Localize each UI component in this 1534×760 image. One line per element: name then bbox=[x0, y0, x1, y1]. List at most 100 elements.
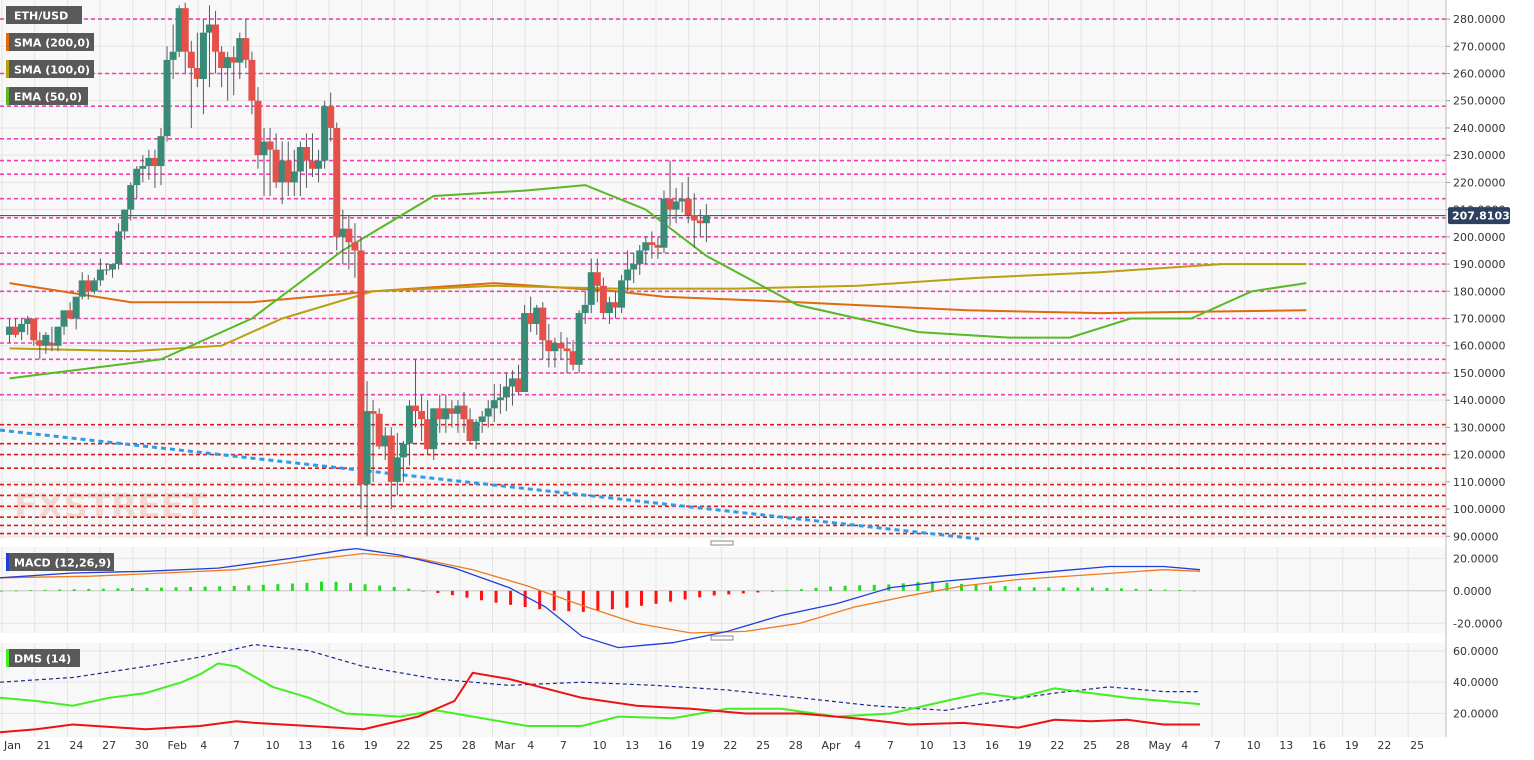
x-tick-label: 7 bbox=[887, 739, 894, 752]
candle-bullish bbox=[163, 59, 171, 137]
candle-bearish bbox=[187, 51, 195, 69]
macd-histogram-bar-positive bbox=[1047, 587, 1051, 591]
macd-histogram-bar-positive bbox=[160, 587, 163, 591]
sma100-label-bg[interactable] bbox=[6, 60, 94, 78]
candle-bullish bbox=[109, 264, 117, 270]
macd-histogram-bar-negative bbox=[669, 590, 673, 602]
descending-trend-line bbox=[0, 428, 980, 541]
symbol-label: ETH/USD bbox=[14, 10, 68, 23]
candle-bullish bbox=[127, 185, 135, 210]
candle-bullish bbox=[478, 416, 486, 422]
ema50-label-bg[interactable] bbox=[6, 87, 88, 105]
candle-bullish bbox=[60, 310, 68, 327]
macd-histogram-bar-positive bbox=[101, 588, 105, 591]
candle-bearish bbox=[327, 106, 335, 128]
candle-bearish bbox=[545, 340, 553, 352]
candle-bullish bbox=[42, 334, 50, 346]
macd-histogram-bar-positive bbox=[421, 590, 425, 592]
x-tick-label: 16 bbox=[1312, 739, 1326, 752]
macd-histogram-bar-positive bbox=[290, 583, 294, 591]
candle-bullish bbox=[18, 323, 26, 333]
candle-bearish bbox=[254, 100, 262, 156]
macd-histogram-bar-negative bbox=[610, 590, 614, 610]
candle-bearish bbox=[412, 405, 420, 412]
macd-histogram-bar-positive bbox=[116, 588, 120, 591]
x-tick-label: Jan bbox=[3, 739, 21, 752]
sma200-swatch bbox=[6, 33, 9, 51]
macd-histogram-bar-positive bbox=[1105, 587, 1109, 591]
x-tick-label: Feb bbox=[168, 739, 187, 752]
price-tick-label: 170.0000 bbox=[1453, 313, 1506, 326]
sma100-line bbox=[9, 263, 1307, 353]
candle-bullish bbox=[660, 198, 668, 248]
macd-label-bg[interactable] bbox=[6, 553, 114, 571]
candle-bearish bbox=[436, 408, 444, 420]
candle-bearish bbox=[151, 157, 159, 167]
candle-bearish bbox=[272, 149, 280, 183]
price-tick-label: 110.0000 bbox=[1453, 476, 1506, 489]
x-tick-label: 22 bbox=[723, 739, 737, 752]
price-tick-label: 230.0000 bbox=[1453, 149, 1506, 162]
x-tick-label: Mar bbox=[495, 739, 516, 752]
candle-bullish bbox=[575, 313, 583, 365]
macd-histogram-bar-positive bbox=[145, 587, 149, 591]
x-tick-label: Apr bbox=[822, 739, 842, 752]
sma200-label-bg[interactable] bbox=[6, 33, 94, 51]
macd-histogram-bar-positive bbox=[814, 587, 818, 591]
macd-histogram-bar-positive bbox=[320, 581, 323, 591]
candle-bullish bbox=[96, 269, 104, 281]
price-tick-label: 100.0000 bbox=[1453, 503, 1506, 516]
macd-histogram-bar-negative bbox=[494, 590, 498, 603]
macd-histogram-bar-negative bbox=[625, 590, 629, 608]
adx-line bbox=[0, 643, 1200, 712]
candle-bullish bbox=[54, 326, 62, 346]
pane-resize-handle-dms[interactable] bbox=[710, 635, 734, 641]
candle-bullish bbox=[145, 157, 153, 167]
x-tick-label: 10 bbox=[266, 739, 280, 752]
candle-bearish bbox=[218, 51, 226, 69]
x-tick-label: 4 bbox=[527, 739, 534, 752]
candle-bullish bbox=[508, 378, 516, 387]
price-tick-label: 250.0000 bbox=[1453, 95, 1506, 108]
dms-label-bg[interactable] bbox=[6, 649, 80, 667]
price-tick-label: 140.0000 bbox=[1453, 394, 1506, 407]
candle-bullish bbox=[24, 318, 32, 324]
x-tick-label: 13 bbox=[952, 739, 966, 752]
x-tick-label: 22 bbox=[396, 739, 410, 752]
macd-histogram-bar-negative bbox=[712, 590, 716, 596]
candle-bullish bbox=[496, 397, 504, 401]
candle-bullish bbox=[672, 201, 680, 210]
macd-histogram-bar-positive bbox=[960, 583, 963, 591]
candle-bearish bbox=[36, 340, 44, 346]
x-tick-label: 7 bbox=[233, 739, 240, 752]
candle-bullish bbox=[630, 264, 638, 270]
di-minus-line bbox=[0, 671, 1200, 734]
candle-bullish bbox=[290, 171, 298, 183]
dms-tick-label: 40.0000 bbox=[1453, 676, 1499, 689]
pane-resize-handle-macd[interactable] bbox=[710, 540, 734, 546]
macd-histogram-bar-positive bbox=[218, 586, 222, 591]
candle-bullish bbox=[236, 38, 244, 63]
x-tick-label: 19 bbox=[691, 739, 705, 752]
macd-histogram-bar-positive bbox=[916, 582, 920, 591]
candle-bearish bbox=[466, 419, 474, 441]
macd-histogram-bar-positive bbox=[1192, 590, 1196, 592]
candle-bearish bbox=[648, 242, 656, 245]
candle-bearish bbox=[515, 378, 523, 392]
candle-bullish bbox=[430, 408, 438, 450]
macd-histogram-bar-positive bbox=[29, 590, 33, 591]
price-tick-label: 160.0000 bbox=[1453, 340, 1506, 353]
last-price-label: 207.81036 bbox=[1452, 210, 1518, 223]
last-price-badge bbox=[1448, 207, 1510, 225]
sma100-label: SMA (100,0) bbox=[14, 64, 90, 77]
candle-bearish bbox=[557, 343, 565, 349]
candle-bearish bbox=[654, 245, 662, 248]
macd-histogram-bar-negative bbox=[756, 590, 760, 593]
sma100-swatch bbox=[6, 60, 9, 78]
macd-histogram-bar-positive bbox=[276, 584, 280, 591]
macd-histogram-bar-negative bbox=[436, 590, 440, 593]
macd-histogram-bar-positive bbox=[14, 590, 18, 592]
x-tick-label: 28 bbox=[1116, 739, 1130, 752]
macd-histogram-bar-negative bbox=[683, 590, 687, 600]
